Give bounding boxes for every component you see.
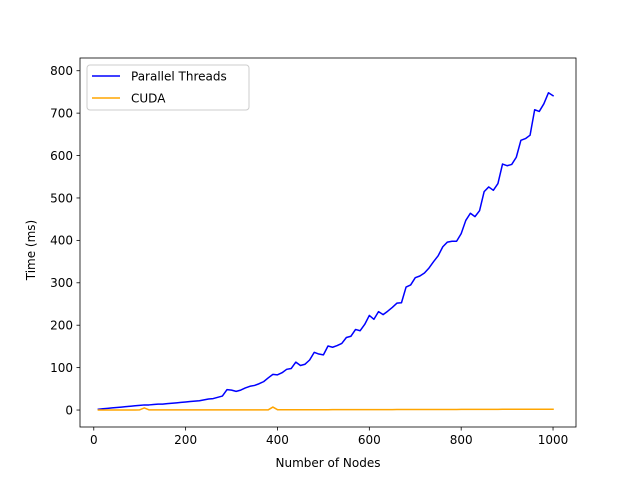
series-line-1 bbox=[97, 92, 555, 411]
y-tick-label: 0 bbox=[65, 403, 73, 417]
y-tick-label: 100 bbox=[50, 361, 73, 375]
series-line-2 bbox=[97, 406, 554, 411]
legend-box bbox=[86, 64, 250, 111]
y-tick-label: 500 bbox=[50, 191, 73, 205]
x-tick-label: 200 bbox=[174, 433, 197, 447]
y-tick-label: 400 bbox=[50, 234, 73, 248]
axes-frame bbox=[79, 57, 577, 428]
legend-label-1: Parallel Threads bbox=[131, 69, 227, 83]
y-tick-label: 800 bbox=[50, 64, 73, 78]
plot-area bbox=[97, 92, 555, 411]
legend: Parallel Threads CUDA bbox=[86, 64, 250, 111]
y-axis-title: Time (ms) bbox=[24, 220, 38, 282]
legend-label-2: CUDA bbox=[131, 91, 166, 105]
axes: 0 200 400 600 800 1000 0 100 200 300 400 500 600 700 8… bbox=[50, 57, 577, 447]
x-tick-label: 0 bbox=[90, 433, 98, 447]
y-tick-label: 700 bbox=[50, 106, 73, 120]
y-tick-label: 200 bbox=[50, 319, 73, 333]
x-tick-label: 600 bbox=[358, 433, 381, 447]
x-axis-title: Number of Nodes bbox=[276, 456, 381, 470]
y-tick-label: 300 bbox=[50, 276, 73, 290]
x-tick-label: 800 bbox=[450, 433, 473, 447]
y-tick-label: 600 bbox=[50, 149, 73, 163]
x-tick-label: 400 bbox=[266, 433, 289, 447]
x-tick-label: 1000 bbox=[538, 433, 569, 447]
